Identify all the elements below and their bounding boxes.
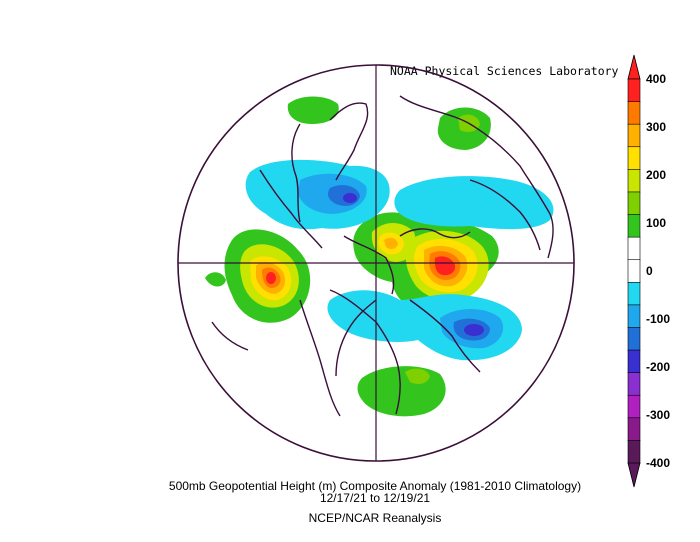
colorbar-swatch	[627, 394, 641, 419]
colorbar-swatch	[627, 214, 641, 238]
colorbar-swatch	[627, 101, 641, 125]
coastlines	[211, 95, 554, 417]
colorbar-tick-labels: 400 300 200 100 0 -100 -200 -300 -400	[646, 72, 670, 470]
caption-dates: 12/17/21 to 12/19/21	[320, 491, 430, 505]
colorbar-swatch	[627, 327, 641, 351]
positive-anomaly-north-america-south	[357, 366, 446, 417]
colorbar: 400 300 200 100 0 -100 -200 -300 -400	[627, 54, 670, 488]
colorbar-swatch	[627, 123, 641, 148]
negative-anomaly-eastern-canada	[327, 290, 522, 361]
colorbar-tick-label: -100	[646, 312, 670, 326]
colorbar-tick-label: 200	[646, 168, 666, 182]
colorbar-swatch	[627, 349, 641, 374]
positive-anomaly-asia	[437, 107, 491, 150]
colorbar-swatch	[627, 372, 641, 396]
colorbar-swatch	[627, 146, 641, 170]
colorbar-tick-label: 100	[646, 216, 666, 230]
anomaly-field	[205, 95, 554, 417]
colorbar-swatch	[627, 281, 641, 306]
colorbar-swatch	[627, 259, 641, 283]
negative-anomaly-west-asia	[394, 176, 554, 230]
colorbar-swatch	[627, 78, 641, 103]
colorbar-tick-label: -300	[646, 408, 670, 422]
colorbar-tick-label: 300	[646, 120, 666, 134]
negative-anomaly-siberia	[245, 159, 390, 230]
colorbar-tick-label: -400	[646, 456, 670, 470]
colorbar-swatches	[627, 78, 641, 464]
credit-label: NOAA Physical Sciences Laboratory	[390, 64, 619, 78]
colorbar-swatch	[627, 440, 641, 464]
positive-anomaly-north-pacific	[205, 229, 311, 323]
caption-source: NCEP/NCAR Reanalysis	[309, 511, 442, 525]
colorbar-swatch	[627, 304, 641, 329]
colorbar-tick-label: 400	[646, 72, 666, 86]
colorbar-top-arrow	[627, 54, 641, 80]
colorbar-swatch	[627, 169, 641, 193]
colorbar-bottom-arrow	[627, 462, 641, 488]
colorbar-swatch	[627, 417, 641, 442]
globe-frame	[177, 64, 575, 462]
colorbar-swatch	[627, 191, 641, 216]
colorbar-tick-label: -200	[646, 360, 670, 374]
colorbar-swatch	[627, 236, 641, 261]
positive-anomaly-north-atlantic	[405, 230, 489, 301]
caption-title: 500mb Geopotential Height (m) Composite …	[169, 479, 581, 493]
colorbar-tick-label: 0	[646, 264, 653, 278]
positive-anomaly-europe	[287, 96, 339, 124]
